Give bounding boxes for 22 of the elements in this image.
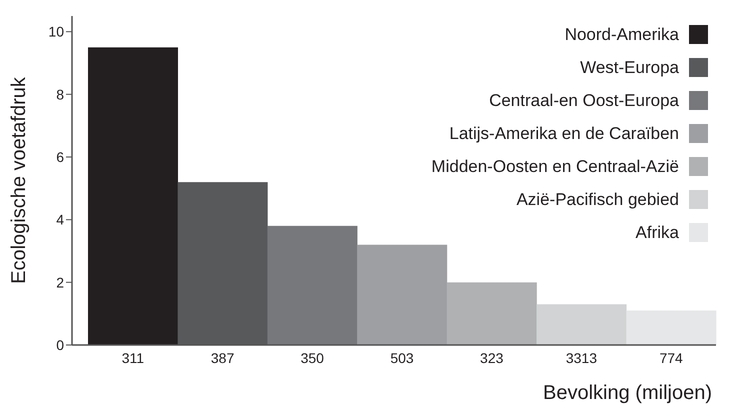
- y-tick-label: 8: [56, 86, 64, 102]
- y-tick-label: 4: [56, 212, 64, 228]
- x-axis-title: Bevolking (miljoen): [543, 382, 712, 404]
- legend-label: Afrika: [636, 222, 679, 242]
- x-tick-label: 350: [300, 350, 324, 366]
- legend-label: Midden-Oosten en Centraal-Azië: [431, 156, 679, 176]
- legend-label: Noord-Amerika: [564, 24, 679, 44]
- x-tick-label: 323: [480, 350, 504, 366]
- x-tick-label: 774: [659, 350, 684, 366]
- x-tick-label: 387: [210, 350, 234, 366]
- x-tick-label: 3313: [566, 350, 598, 366]
- y-tick-label: 6: [56, 148, 64, 165]
- y-axis-title: Ecologische voetafdruk: [8, 76, 30, 284]
- legend-label: Centraal-en Oost-Europa: [489, 90, 679, 110]
- x-tick-label: 503: [390, 350, 414, 366]
- legend-label: Azië-Pacifisch gebied: [516, 190, 679, 210]
- x-tick-label: 311: [122, 350, 144, 366]
- legend-label: West-Europa: [580, 58, 679, 78]
- y-tick-label: 10: [48, 24, 64, 40]
- y-tick-label: 2: [56, 274, 64, 290]
- y-tick-label: 0: [56, 336, 64, 353]
- legend-label: Latijs-Amerika en de Caraïben: [449, 124, 679, 144]
